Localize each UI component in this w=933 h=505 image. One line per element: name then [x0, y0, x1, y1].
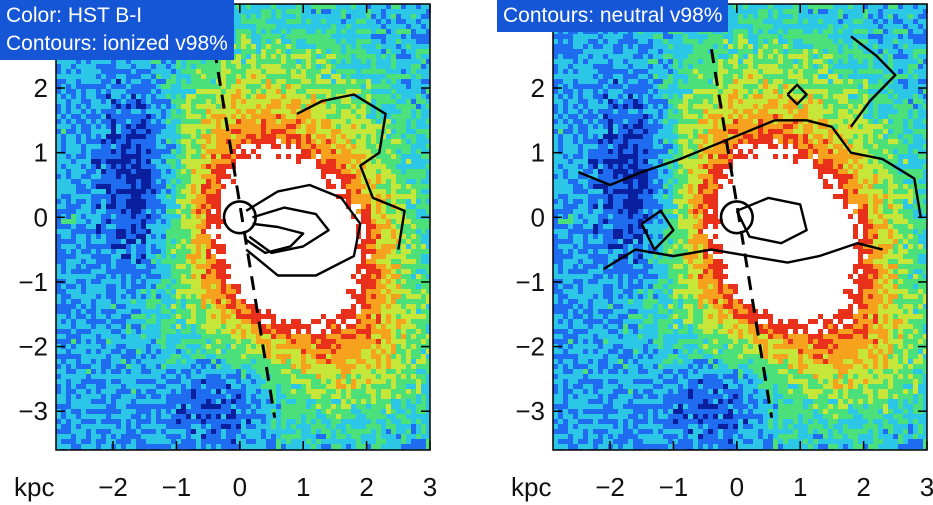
color-label: Color: HST B-I — [6, 4, 143, 27]
contour-line — [735, 196, 808, 245]
plot-frame — [55, 3, 431, 451]
y-tick-label: −2 — [515, 332, 545, 362]
color-map-image — [56, 4, 430, 450]
x-tick-label: 0 — [730, 472, 744, 502]
contour-line — [640, 209, 675, 251]
contour-label: Contours: neutral v98% — [503, 4, 723, 27]
x-tick-label: 2 — [856, 472, 870, 502]
x-tick-label: 1 — [793, 472, 807, 502]
contour-group — [212, 49, 406, 418]
units-label: kpc — [14, 472, 54, 502]
x-tick-label: −1 — [659, 472, 689, 502]
right-panel: −2 −1 0 1 2 3 2 1 0 −1 −2 −3 kpc Contours: neutral v… — [497, 0, 933, 505]
y-tick-label: −1 — [515, 267, 545, 297]
x-tick-label: −1 — [162, 472, 192, 502]
contour-line — [577, 119, 922, 218]
left-panel: −2 −1 0 1 2 3 2 1 0 −1 −2 −3 kpc Color: HST B-I Cont… — [0, 0, 437, 505]
y-tick-label: −2 — [18, 332, 48, 362]
y-tick-label: −3 — [515, 396, 545, 426]
x-tick-label: −2 — [595, 472, 625, 502]
y-tick-label: 2 — [531, 73, 545, 103]
nucleus-circle — [719, 200, 754, 235]
y-tick-label: 1 — [34, 138, 48, 168]
units-label: kpc — [511, 472, 551, 502]
contour-label: Contours: ionized v98% — [6, 32, 228, 55]
x-tick-label: 2 — [359, 472, 373, 502]
contour-line — [603, 242, 883, 271]
y-tick-label: 0 — [34, 202, 48, 232]
y-tick-label: −3 — [18, 396, 48, 426]
contour-line — [296, 93, 406, 250]
right-chart: −2 −1 0 1 2 3 2 1 0 −1 −2 −3 kpc — [511, 3, 933, 502]
plot-frame — [552, 3, 928, 451]
contour-line — [849, 35, 897, 128]
x-tick-label: 3 — [920, 472, 933, 502]
y-tick-label: 0 — [531, 202, 545, 232]
x-tick-label: 0 — [233, 472, 247, 502]
left-panel-label: Color: HST B-I Contours: ionized v98% — [0, 0, 234, 60]
color-map-image — [553, 4, 927, 450]
contour-line — [245, 183, 362, 277]
x-tick-label: 3 — [423, 472, 437, 502]
y-tick-label: 1 — [531, 138, 545, 168]
nucleus-circle — [222, 200, 257, 235]
x-tick-label: 1 — [296, 472, 310, 502]
y-tick-label: 2 — [34, 73, 48, 103]
contour-line — [786, 83, 808, 106]
contour-line — [245, 222, 305, 255]
contour-line — [248, 206, 330, 255]
x-tick-label: −2 — [98, 472, 128, 502]
right-panel-label: Contours: neutral v98% — [497, 0, 729, 32]
y-tick-label: −1 — [18, 267, 48, 297]
left-chart: −2 −1 0 1 2 3 2 1 0 −1 −2 −3 kpc — [14, 3, 437, 502]
contour-group — [577, 35, 922, 418]
